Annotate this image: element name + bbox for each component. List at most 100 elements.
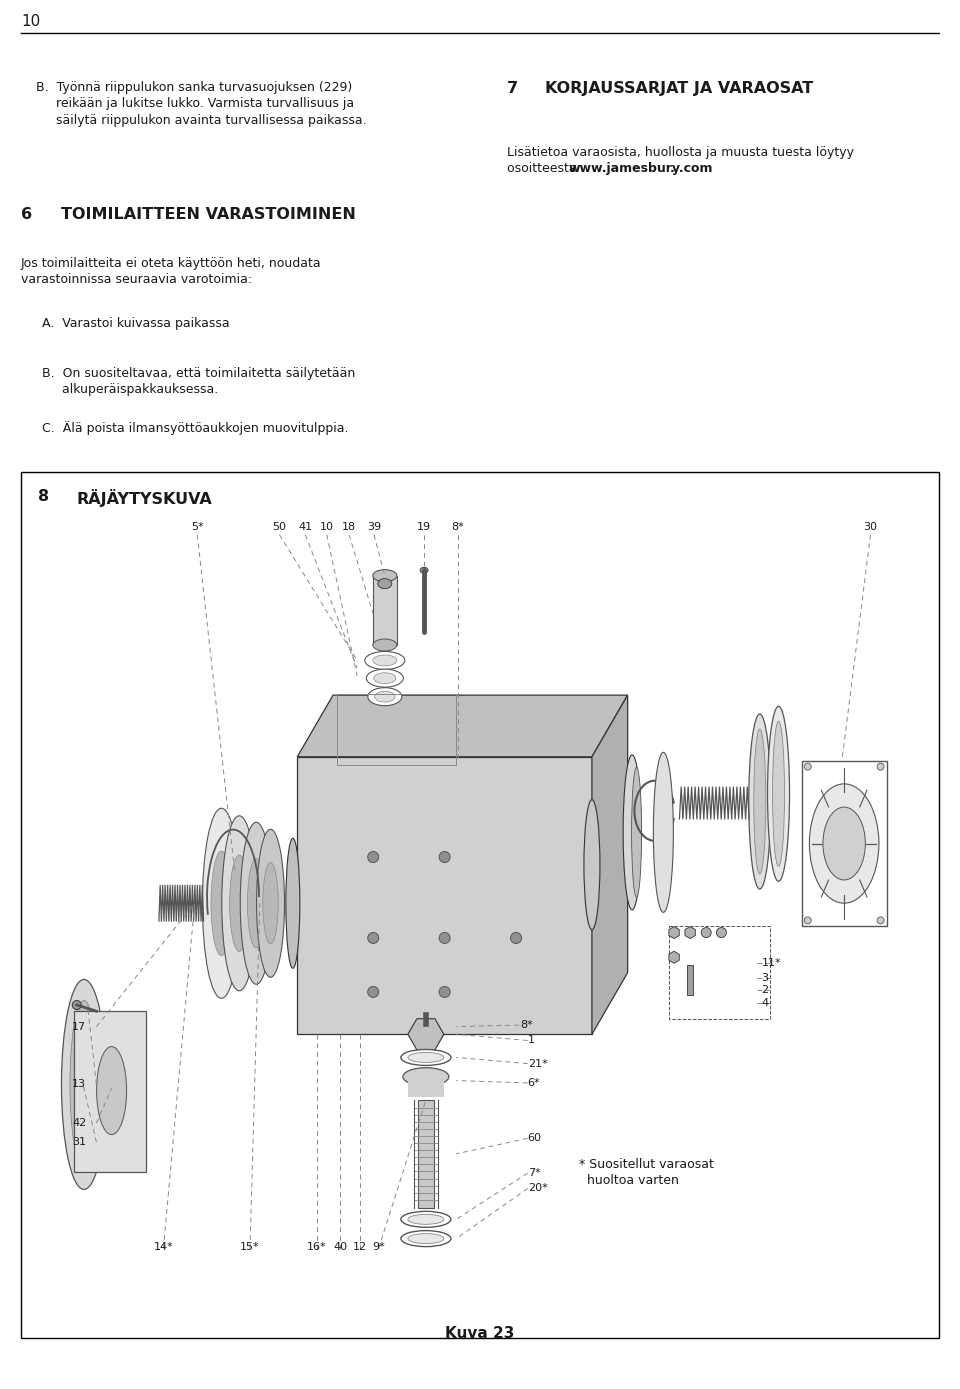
Ellipse shape bbox=[877, 917, 884, 924]
Ellipse shape bbox=[203, 808, 240, 999]
Ellipse shape bbox=[368, 851, 378, 863]
Ellipse shape bbox=[368, 986, 378, 997]
Text: 18: 18 bbox=[342, 522, 356, 532]
Ellipse shape bbox=[372, 569, 396, 582]
Text: 39: 39 bbox=[367, 522, 381, 532]
Ellipse shape bbox=[408, 1233, 444, 1243]
Ellipse shape bbox=[97, 1046, 127, 1135]
Text: RÄJÄYTYSKUVA: RÄJÄYTYSKUVA bbox=[77, 489, 212, 507]
Ellipse shape bbox=[439, 932, 450, 943]
Text: osoitteesta: osoitteesta bbox=[507, 163, 581, 175]
Ellipse shape bbox=[368, 932, 378, 943]
Ellipse shape bbox=[408, 1214, 444, 1224]
Ellipse shape bbox=[632, 767, 641, 897]
Ellipse shape bbox=[367, 669, 403, 688]
Text: 11*: 11* bbox=[761, 958, 781, 968]
Text: 6*: 6* bbox=[528, 1078, 540, 1088]
Text: 7: 7 bbox=[507, 81, 518, 96]
Text: 5*: 5* bbox=[191, 522, 204, 532]
Text: B.  On suositeltavaa, että toimilaitetta säilytetään: B. On suositeltavaa, että toimilaitetta … bbox=[42, 367, 355, 379]
Ellipse shape bbox=[372, 656, 396, 665]
Text: KORJAUSSARJAT JA VARAOSAT: KORJAUSSARJAT JA VARAOSAT bbox=[545, 81, 813, 96]
Text: 10: 10 bbox=[320, 522, 334, 532]
Ellipse shape bbox=[72, 1000, 82, 1010]
Text: Jos toimilaitteita ei oteta käyttöön heti, noudata: Jos toimilaitteita ei oteta käyttöön het… bbox=[21, 257, 322, 269]
Ellipse shape bbox=[368, 688, 402, 706]
Text: 8*: 8* bbox=[520, 1020, 533, 1031]
Text: 13: 13 bbox=[72, 1079, 86, 1089]
Text: 8*: 8* bbox=[451, 522, 465, 532]
Ellipse shape bbox=[401, 1231, 451, 1246]
Text: Kuva 23: Kuva 23 bbox=[445, 1326, 515, 1342]
Ellipse shape bbox=[403, 1068, 449, 1086]
Ellipse shape bbox=[378, 579, 392, 589]
Text: 17: 17 bbox=[72, 1022, 86, 1032]
Text: 20*: 20* bbox=[528, 1183, 547, 1193]
Text: 19: 19 bbox=[417, 522, 431, 532]
Text: 7*: 7* bbox=[528, 1168, 540, 1178]
Ellipse shape bbox=[716, 928, 727, 938]
Ellipse shape bbox=[749, 714, 771, 889]
Text: huoltoa varten: huoltoa varten bbox=[579, 1174, 679, 1188]
Ellipse shape bbox=[401, 1211, 451, 1228]
Ellipse shape bbox=[408, 1053, 444, 1063]
Ellipse shape bbox=[768, 706, 789, 881]
Text: 31: 31 bbox=[72, 1138, 86, 1147]
Bar bbox=[669, 926, 771, 1020]
Ellipse shape bbox=[701, 928, 711, 938]
Text: 1: 1 bbox=[528, 1035, 535, 1046]
Text: A.  Varastoi kuivassa paikassa: A. Varastoi kuivassa paikassa bbox=[42, 317, 229, 329]
Ellipse shape bbox=[809, 783, 879, 903]
Ellipse shape bbox=[584, 800, 600, 929]
Text: 2: 2 bbox=[761, 985, 769, 996]
Text: 4: 4 bbox=[761, 999, 769, 1008]
Text: 41: 41 bbox=[299, 522, 312, 532]
Ellipse shape bbox=[654, 753, 673, 913]
Ellipse shape bbox=[256, 829, 284, 978]
Bar bbox=[21, 472, 939, 1338]
Ellipse shape bbox=[286, 839, 300, 968]
Ellipse shape bbox=[263, 863, 278, 945]
Text: 16*: 16* bbox=[307, 1243, 326, 1253]
Ellipse shape bbox=[623, 754, 641, 910]
Ellipse shape bbox=[420, 567, 428, 574]
Ellipse shape bbox=[804, 917, 811, 924]
Text: 50: 50 bbox=[273, 522, 286, 532]
Ellipse shape bbox=[439, 851, 450, 863]
Text: C.  Älä poista ilmansyöttöaukkojen muovitulppia.: C. Älä poista ilmansyöttöaukkojen muovit… bbox=[42, 421, 348, 435]
Text: 21*: 21* bbox=[528, 1058, 547, 1068]
Ellipse shape bbox=[754, 729, 766, 874]
Text: alkuperäispakkauksessa.: alkuperäispakkauksessa. bbox=[42, 383, 219, 396]
Bar bbox=[418, 1100, 434, 1208]
Text: Lisätietoa varaosista, huollosta ja muusta tuesta löytyy: Lisätietoa varaosista, huollosta ja muus… bbox=[507, 146, 853, 158]
Text: 15*: 15* bbox=[240, 1243, 260, 1253]
Bar bbox=[372, 575, 396, 644]
Text: 30: 30 bbox=[863, 522, 877, 532]
Text: 9*: 9* bbox=[372, 1243, 385, 1253]
Text: 42: 42 bbox=[72, 1118, 86, 1128]
Text: 3: 3 bbox=[761, 974, 769, 983]
Text: 8: 8 bbox=[38, 489, 50, 504]
Bar bbox=[687, 965, 693, 996]
Ellipse shape bbox=[401, 1050, 451, 1065]
Ellipse shape bbox=[222, 815, 256, 990]
Ellipse shape bbox=[374, 692, 395, 701]
Text: 60: 60 bbox=[528, 1133, 541, 1143]
Ellipse shape bbox=[511, 932, 521, 943]
Polygon shape bbox=[298, 694, 628, 757]
Text: 40: 40 bbox=[333, 1243, 348, 1253]
Text: .: . bbox=[670, 163, 675, 175]
Ellipse shape bbox=[240, 822, 273, 985]
Ellipse shape bbox=[365, 651, 405, 669]
Ellipse shape bbox=[70, 1000, 98, 1168]
Ellipse shape bbox=[229, 856, 249, 951]
Text: * Suositellut varaosat: * Suositellut varaosat bbox=[579, 1157, 713, 1171]
Ellipse shape bbox=[373, 672, 396, 683]
Ellipse shape bbox=[804, 763, 811, 770]
Ellipse shape bbox=[773, 721, 784, 867]
Polygon shape bbox=[298, 757, 592, 1035]
Ellipse shape bbox=[248, 858, 265, 947]
Text: 10: 10 bbox=[21, 14, 40, 29]
Text: www.jamesbury.com: www.jamesbury.com bbox=[568, 163, 713, 175]
Ellipse shape bbox=[823, 807, 865, 881]
